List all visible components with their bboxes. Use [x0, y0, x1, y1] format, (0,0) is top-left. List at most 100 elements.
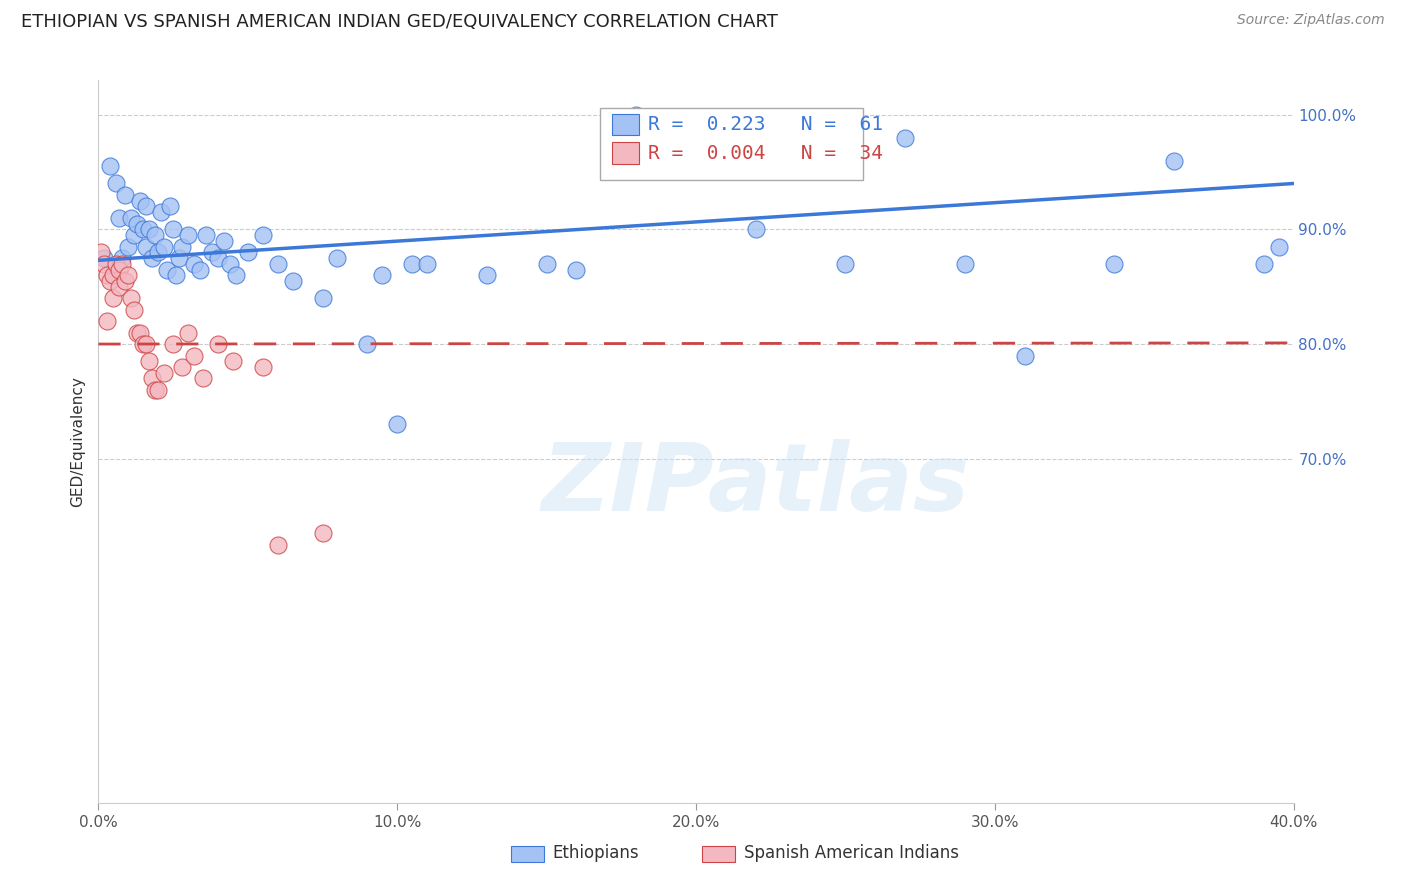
Point [195, 228, 218, 243]
Point [141, 371, 163, 385]
Point [252, 359, 274, 374]
Point [356, 337, 378, 351]
Point [135, 239, 157, 253]
Point [167, 251, 190, 265]
Text: R =  0.223   N =  61: R = 0.223 N = 61 [648, 115, 883, 134]
Point [124, 228, 146, 243]
Point [98, 274, 122, 288]
Point [212, 234, 235, 248]
Point [183, 349, 205, 363]
Point [183, 257, 205, 271]
Point [120, 211, 142, 225]
Point [103, 268, 125, 283]
Point [98, 159, 122, 173]
Point [111, 251, 134, 265]
FancyBboxPatch shape [510, 847, 544, 862]
Point [1253, 257, 1275, 271]
Text: Spanish American Indians: Spanish American Indians [744, 845, 959, 863]
Point [475, 268, 498, 283]
Y-axis label: GED/Equivalency: GED/Equivalency [70, 376, 86, 507]
Point [117, 268, 139, 283]
Point [745, 222, 768, 236]
Point [311, 291, 333, 305]
Point [416, 257, 439, 271]
Point [188, 262, 211, 277]
Point [225, 268, 247, 283]
Point [103, 291, 125, 305]
Point [96, 314, 118, 328]
Point [1104, 257, 1126, 271]
Point [177, 326, 200, 340]
Point [894, 130, 917, 145]
Point [177, 228, 200, 243]
FancyBboxPatch shape [613, 143, 638, 164]
Text: R =  0.004   N =  34: R = 0.004 N = 34 [648, 144, 883, 162]
Point [105, 257, 128, 271]
FancyBboxPatch shape [600, 108, 863, 180]
Point [148, 383, 170, 397]
Point [191, 371, 214, 385]
Point [311, 526, 333, 541]
Point [114, 274, 136, 288]
Point [207, 251, 229, 265]
Point [565, 262, 588, 277]
Point [201, 245, 224, 260]
Text: Source: ZipAtlas.com: Source: ZipAtlas.com [1237, 13, 1385, 28]
Point [93, 251, 115, 265]
Point [626, 108, 648, 122]
Point [135, 337, 157, 351]
Point [165, 268, 187, 283]
Point [1267, 239, 1289, 253]
Point [172, 239, 194, 253]
Point [834, 257, 856, 271]
Point [127, 326, 149, 340]
Point [685, 136, 707, 151]
Point [117, 239, 139, 253]
Point [93, 257, 115, 271]
Point [132, 222, 155, 236]
Point [804, 119, 827, 133]
Point [132, 337, 155, 351]
FancyBboxPatch shape [613, 113, 638, 136]
Point [153, 366, 176, 380]
Point [401, 257, 423, 271]
Point [1163, 153, 1185, 168]
Point [156, 262, 179, 277]
Point [129, 194, 152, 208]
Point [108, 262, 131, 277]
Point [120, 291, 142, 305]
Point [236, 245, 259, 260]
Point [153, 239, 176, 253]
Point [114, 188, 136, 202]
Point [536, 257, 558, 271]
Point [108, 211, 131, 225]
Point [252, 228, 274, 243]
Point [127, 217, 149, 231]
Point [108, 279, 131, 293]
Point [267, 257, 290, 271]
Point [281, 274, 304, 288]
Point [129, 326, 152, 340]
Point [148, 245, 170, 260]
Point [135, 199, 157, 213]
Point [159, 199, 181, 213]
Point [326, 251, 349, 265]
Point [1014, 349, 1036, 363]
Text: Ethiopians: Ethiopians [553, 845, 640, 863]
Point [222, 354, 245, 368]
Point [385, 417, 409, 432]
Point [162, 222, 184, 236]
Point [150, 205, 173, 219]
Text: ZIPatlas: ZIPatlas [541, 439, 970, 531]
Point [953, 257, 976, 271]
Point [162, 337, 184, 351]
Text: ETHIOPIAN VS SPANISH AMERICAN INDIAN GED/EQUIVALENCY CORRELATION CHART: ETHIOPIAN VS SPANISH AMERICAN INDIAN GED… [21, 13, 778, 31]
Point [143, 383, 166, 397]
Point [219, 257, 242, 271]
Point [138, 354, 160, 368]
Point [138, 222, 160, 236]
Point [267, 538, 290, 552]
Point [371, 268, 394, 283]
Point [143, 228, 166, 243]
Point [90, 245, 112, 260]
